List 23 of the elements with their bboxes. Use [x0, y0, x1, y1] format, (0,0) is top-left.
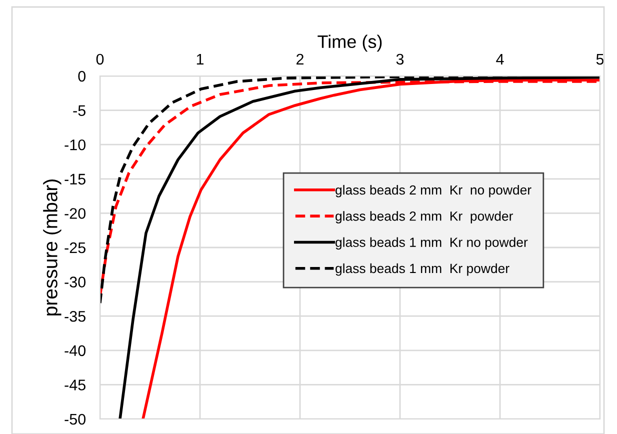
legend-label: glass beads 1 mm Kr no powder: [336, 237, 528, 250]
y-tick-label: -45: [64, 380, 86, 390]
y-tick-label: -25: [64, 242, 86, 254]
legend-label: glass beads 1 mm Kr powder: [336, 263, 510, 276]
y-tick-label: -15: [64, 174, 86, 185]
y-tick-label: -50: [64, 414, 86, 425]
x-tick-label: 4: [496, 54, 504, 64]
y-tick-label: 0: [78, 70, 86, 82]
x-tick-label: 0: [96, 54, 104, 65]
y-axis-title: pressure (mbar): [43, 180, 62, 316]
legend-label: glass beads 2 mm Kr powder: [336, 211, 513, 224]
y-tick-label: -20: [64, 208, 86, 219]
x-tick-label: 2: [296, 54, 304, 64]
x-axis-title: Time (s): [318, 34, 382, 52]
y-tick-label: -35: [64, 310, 86, 322]
y-tick-label: -30: [64, 276, 86, 288]
x-tick-label: 1: [196, 54, 204, 64]
x-tick-label: 3: [396, 54, 404, 65]
y-tick-label: -5: [73, 105, 86, 116]
y-tick-label: -10: [64, 139, 86, 150]
y-tick-label: -40: [64, 345, 86, 356]
legend-label: glass beads 2 mm Kr no powder: [336, 184, 532, 198]
x-tick-label: 5: [596, 54, 604, 65]
